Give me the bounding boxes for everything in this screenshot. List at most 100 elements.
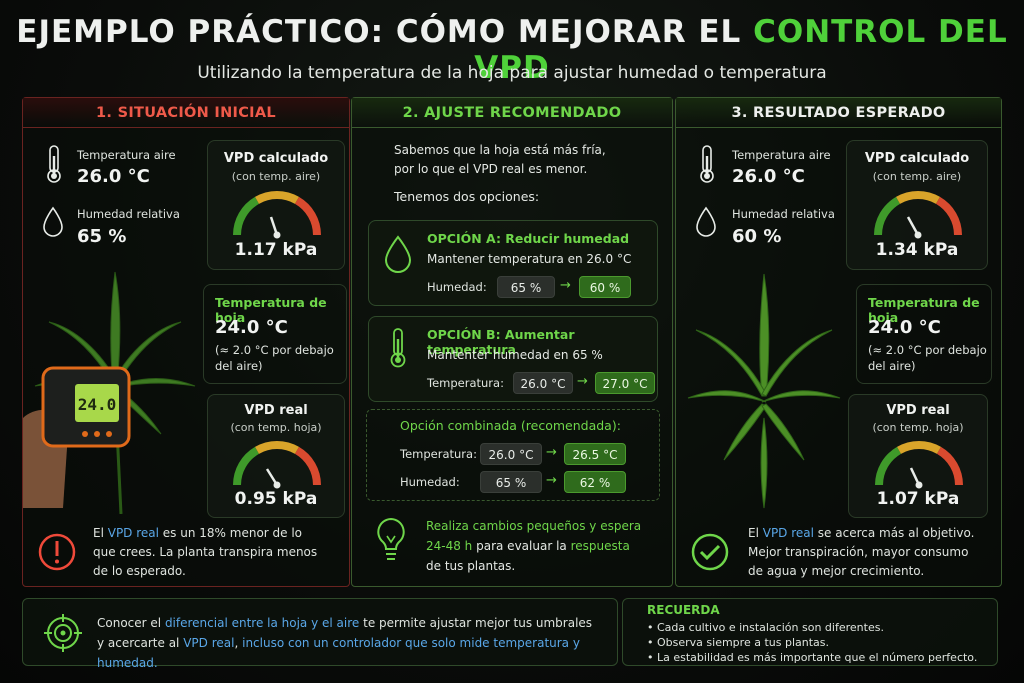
option-a-label: Humedad: xyxy=(427,280,487,294)
vpd-real-card: VPD real (con temp. hoja) 1.07 kPa xyxy=(848,394,988,518)
gauge-icon xyxy=(875,441,963,489)
title-highlight: CONTROL DEL VPD xyxy=(474,14,1008,86)
combined-option-box xyxy=(366,409,660,501)
air-temp-label: Temperatura aire xyxy=(732,148,831,162)
tip-highlight-1: diferencial entre la hoja y el aire xyxy=(164,616,360,630)
arrow-right-icon: → xyxy=(546,473,557,488)
intro-text: Sabemos que la hoja está más fría, por l… xyxy=(394,141,606,179)
warning-text-3: que crees. La planta transpira menos xyxy=(93,545,318,559)
success-vpd: VPD real xyxy=(762,526,814,540)
vpd-real-sub: (con temp. hoja) xyxy=(230,421,322,434)
list-item: Observa siempre a tus plantas. xyxy=(647,635,977,650)
intro-line-1: Sabemos que la hoja está más fría, xyxy=(394,143,606,157)
air-temp-value: 26.0 °C xyxy=(732,166,805,187)
options-intro: Tenemos dos opciones: xyxy=(394,189,540,204)
option-b-to: 27.0 °C xyxy=(595,372,655,394)
success-text-4: de agua y mejor crecimiento. xyxy=(748,564,925,578)
arrow-right-icon: → xyxy=(560,278,571,293)
leaf-temp-note-2: del aire) xyxy=(868,359,916,373)
leaf-temp-title: Temperatura de hoja xyxy=(868,295,980,325)
warning-vpd: VPD real xyxy=(107,526,159,540)
vpd-calculated-value: 1.34 kPa xyxy=(875,240,959,260)
thermometer-icon xyxy=(47,145,61,183)
vpd-calculated-card: VPD calculado (con temp. aire) 1.17 kPa xyxy=(207,140,345,270)
option-b-desc: Mantenter humedad en 65 % xyxy=(427,348,603,362)
lightbulb-icon xyxy=(377,517,405,560)
intro-line-2: por lo que el VPD real es menor. xyxy=(394,162,588,176)
option-b-label: Temperatura: xyxy=(427,376,504,390)
warning-text-2: es un 18% menor de lo xyxy=(158,526,303,540)
remember-list: Cada cultivo e instalación son diferente… xyxy=(647,620,977,665)
combined-hum-label: Humedad: xyxy=(400,475,460,489)
droplet-icon xyxy=(43,206,63,237)
option-a-from: 65 % xyxy=(497,276,555,298)
cannabis-plant-icon xyxy=(687,273,841,509)
option-a-card: OPCIÓN A: Reducir humedad Mantener tempe… xyxy=(368,220,658,306)
panel-title: 3. RESULTADO ESPERADO xyxy=(676,98,1001,128)
air-temp-value: 26.0 °C xyxy=(77,166,150,187)
vpd-calculated-title: VPD calculado xyxy=(864,151,970,166)
vpd-calculated-value: 1.17 kPa xyxy=(234,240,318,260)
leaf-temp-title: Temperatura de hoja xyxy=(215,295,327,325)
leaf-temp-value: 24.0 °C xyxy=(868,317,941,338)
thermometer-icon xyxy=(390,328,406,368)
vpd-real-card: VPD real (con temp. hoja) 0.95 kPa xyxy=(207,394,345,518)
humidity-label: Humedad relativa xyxy=(732,207,835,221)
panel-initial-situation: 1. SITUACIÓN INICIAL Temperatura aire 26… xyxy=(22,97,350,587)
tip-part-3: y acercarte al xyxy=(97,636,184,650)
gauge-icon xyxy=(233,191,321,239)
combined-hum-to: 62 % xyxy=(564,471,626,493)
vpd-real-value: 1.07 kPa xyxy=(876,489,960,509)
remember-box: RECUERDA Cada cultivo e instalación son … xyxy=(622,598,998,666)
tip-highlight-2: VPD real xyxy=(183,636,235,650)
vpd-calculated-sub: (con temp. aire) xyxy=(872,170,962,183)
option-b-from: 26.0 °C xyxy=(513,372,573,394)
vpd-calculated-card: VPD calculado (con temp. aire) 1.34 kPa xyxy=(846,140,988,270)
panel-recommended-adjustment: 2. AJUSTE RECOMENDADO Sabemos que la hoj… xyxy=(351,97,673,587)
combined-temp-to: 26.5 °C xyxy=(564,443,626,465)
humidity-value: 65 % xyxy=(77,226,127,247)
panel-title: 1. SITUACIÓN INICIAL xyxy=(23,98,349,128)
warning-text-1: El xyxy=(93,526,108,540)
tip-response: respuesta xyxy=(570,539,630,553)
page-title: EJEMPLO PRÁCTICO: CÓMO MEJORAR EL CONTRO… xyxy=(0,14,1024,86)
gauge-icon xyxy=(233,441,321,489)
panel-title: 2. AJUSTE RECOMENDADO xyxy=(352,98,672,128)
list-item: La estabilidad es más importante que el … xyxy=(647,650,977,665)
combined-temp-label: Temperatura: xyxy=(400,447,477,461)
remember-title: RECUERDA xyxy=(647,603,720,617)
combined-title: Opción combinada (recomendada): xyxy=(400,418,621,433)
tip-line-1: Realiza cambios pequeños y espera xyxy=(426,519,642,533)
option-b-card: OPCIÓN B: Aumentar temperatura Mantenter… xyxy=(368,316,658,402)
option-a-title: OPCIÓN A: Reducir humedad xyxy=(427,231,630,246)
leaf-temp-note-2: del aire) xyxy=(215,359,263,373)
droplet-icon xyxy=(696,206,716,237)
thermometer-display: 24.0 xyxy=(78,395,117,414)
ir-thermometer-icon: 24.0 xyxy=(23,366,131,508)
tip-line-2: para evaluar la xyxy=(472,539,571,553)
list-item: Cada cultivo e instalación son diferente… xyxy=(647,620,977,635)
bottom-tip-box: Conocer el diferencial entre la hoja y e… xyxy=(22,598,618,670)
humidity-label: Humedad relativa xyxy=(77,207,180,221)
success-text-3: Mejor transpiración, mayor consumo xyxy=(748,545,969,559)
warning-text-4: de lo esperado. xyxy=(93,564,186,578)
gauge-icon xyxy=(874,191,962,239)
tip-part-2: te permite ajustar mejor tus umbrales xyxy=(359,616,593,630)
bottom-tip-text: Conocer el diferencial entre la hoja y e… xyxy=(97,613,612,673)
vpd-real-sub: (con temp. hoja) xyxy=(872,421,964,434)
tip-hours: 24-48 h xyxy=(426,539,473,553)
leaf-temp-note-1: (≈ 2.0 °C por debajo xyxy=(215,343,334,357)
check-icon xyxy=(691,533,729,571)
vpd-calculated-title: VPD calculado xyxy=(223,151,329,166)
humidity-value: 60 % xyxy=(732,226,782,247)
tip-part-1: Conocer el xyxy=(97,616,165,630)
warning-icon xyxy=(38,533,76,571)
target-icon xyxy=(44,614,82,652)
vpd-real-value: 0.95 kPa xyxy=(234,489,318,509)
vpd-real-title: VPD real xyxy=(244,403,308,418)
title-text: EJEMPLO PRÁCTICO: CÓMO MEJORAR EL xyxy=(16,14,754,50)
vpd-real-title: VPD real xyxy=(886,403,950,418)
vpd-calculated-sub: (con temp. aire) xyxy=(231,170,321,183)
option-b-title: OPCIÓN B: Aumentar temperatura xyxy=(427,327,575,357)
tip-highlight-3: incluso con un controlador que solo mide… xyxy=(97,636,580,670)
